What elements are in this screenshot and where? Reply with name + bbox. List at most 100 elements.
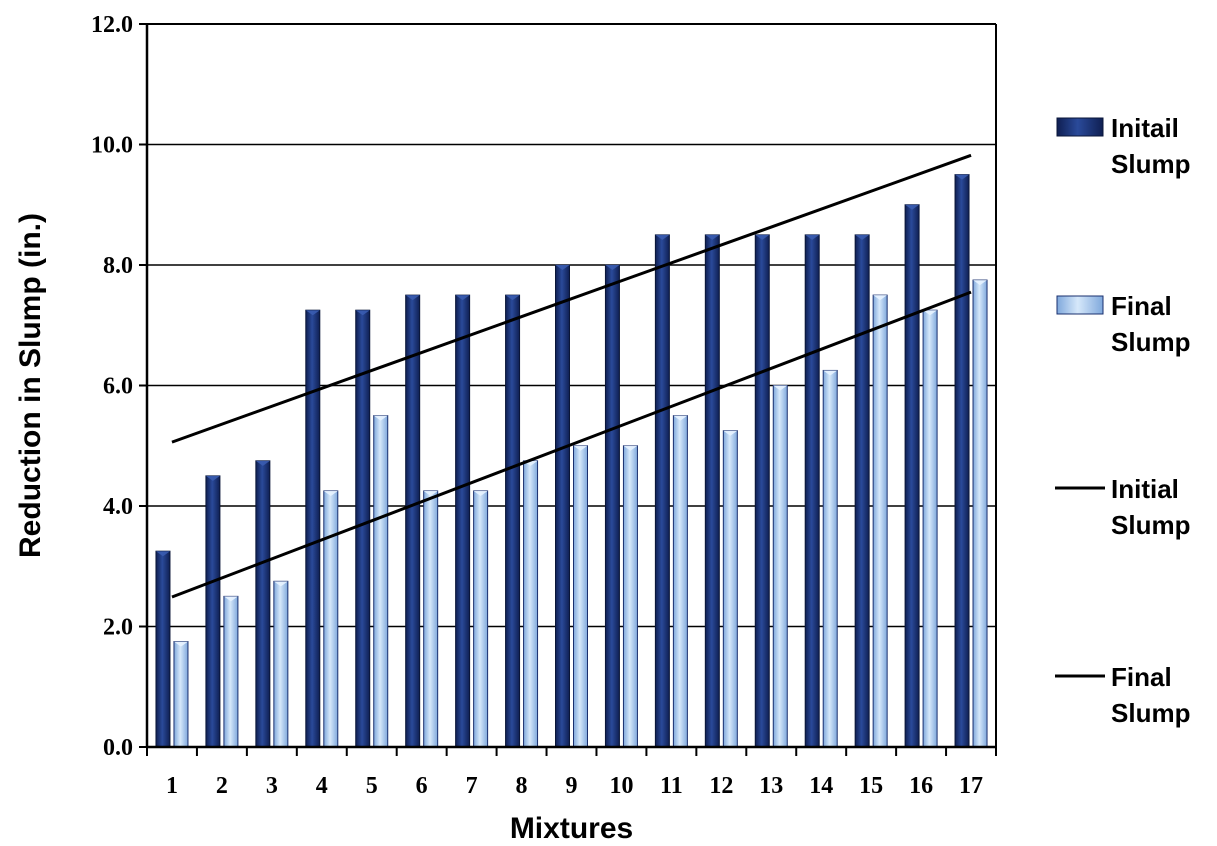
x-tick-label-9: 9 [566,773,578,799]
x-tick-label-14: 14 [809,773,833,799]
x-tick-label-2: 2 [216,773,228,799]
x-tick-label-8: 8 [516,773,528,799]
legend-label-3-line1: Final [1111,662,1172,692]
bar-cap-final-15 [873,295,888,301]
bars [155,174,988,748]
bar-initial-15 [854,234,870,748]
bar-cap-initial-3 [255,460,270,466]
bar-initial-10 [604,264,620,748]
bar-cap-initial-8 [505,295,520,301]
bar-cap-initial-13 [755,234,770,240]
bar-cap-initial-4 [305,310,320,316]
y-tick-label-3: 6.0 [103,374,133,400]
y-tick-label-4: 8.0 [103,253,133,279]
legend-label-3-line2: Slump [1111,698,1190,728]
x-tick-label-15: 15 [859,773,883,799]
bar-final-9 [573,445,588,748]
bar-cap-initial-15 [855,234,870,240]
bar-final-11 [672,415,688,748]
bar-initial-2 [205,475,221,748]
bar-initial-9 [555,264,570,748]
legend-label-0-line2: Slump [1111,149,1190,179]
bar-cap-initial-5 [355,310,370,316]
bar-initial-7 [455,294,471,748]
bar-cap-initial-17 [955,174,970,180]
legend-swatch-0 [1056,117,1104,137]
bar-cap-final-17 [973,280,988,286]
x-tick-label-5: 5 [366,773,378,799]
bar-final-16 [922,309,938,748]
bar-initial-1 [155,550,171,748]
bar-final-3 [273,580,289,748]
bar-initial-16 [904,204,920,748]
x-tick-label-17: 17 [959,773,983,799]
bar-final-13 [772,385,788,748]
trendline-final [171,290,972,599]
legend-label-2-line1: Initial [1111,474,1179,504]
bar-final-12 [722,430,738,748]
bar-cap-final-10 [623,445,638,451]
trendlines [171,153,972,599]
axes [139,23,997,756]
bar-final-17 [972,279,988,748]
x-tick-label-10: 10 [609,773,633,799]
trendline-initial [171,153,972,444]
bar-cap-initial-10 [605,265,620,270]
y-tick-label-0: 0.0 [103,735,133,761]
legend-label-0-line1: Initail [1111,113,1179,143]
bar-final-14 [822,369,838,748]
bar-final-8 [523,460,539,748]
y-axis-title: Reduction in Slump (in.) [14,213,47,558]
legend-swatch-1 [1056,295,1104,315]
y-tick-label-5: 10.0 [91,133,133,159]
x-tick-label-6: 6 [416,773,428,799]
bar-cap-final-14 [823,370,838,376]
legend: Initail Slump Final Slump Initial Slump Final S… [1055,113,1190,728]
bar-cap-initial-7 [455,295,470,301]
bar-cap-initial-1 [155,551,170,557]
bar-initial-3 [255,460,271,748]
bar-cap-initial-2 [205,475,220,481]
legend-label-1-line1: Final [1111,291,1172,321]
x-tick-label-3: 3 [266,773,278,799]
x-tick-label-7: 7 [466,773,478,799]
bar-cap-final-1 [173,641,188,647]
bar-final-10 [622,445,638,748]
bar-cap-final-16 [923,310,938,316]
bar-cap-final-7 [473,490,488,496]
legend-label-1-line2: Slump [1111,327,1190,357]
x-tick-label-13: 13 [759,773,783,799]
bar-cap-initial-6 [405,295,420,301]
bar-cap-initial-14 [805,234,820,240]
bar-cap-initial-16 [905,204,920,210]
bar-final-2 [223,595,239,748]
bar-cap-initial-9 [555,265,570,270]
x-tick-label-12: 12 [709,773,733,799]
bar-cap-final-11 [673,415,688,421]
bar-cap-initial-12 [705,234,720,240]
x-tick-label-16: 16 [909,773,933,799]
y-tick-label-6: 12.0 [91,12,133,38]
bar-final-7 [473,490,489,748]
bar-initial-12 [704,234,720,748]
bar-initial-8 [505,294,521,748]
bar-cap-initial-11 [655,234,670,240]
bar-initial-13 [754,234,770,748]
bar-initial-17 [954,174,970,748]
bar-final-1 [173,641,189,748]
bar-cap-final-3 [273,581,288,587]
bar-cap-final-2 [223,596,238,602]
legend-label-2-line2: Slump [1111,510,1190,540]
bar-initial-4 [305,309,321,748]
bar-final-5 [373,415,389,748]
x-tick-label-4: 4 [316,773,328,799]
bar-initial-11 [654,234,670,748]
tick-labels: 0.02.04.06.08.010.012.01 2 3 4 5 6 7 8 9 10 11 12 13… [91,12,983,799]
bar-cap-final-5 [373,415,388,421]
x-tick-label-1: 1 [166,773,178,799]
bar-cap-final-9 [573,445,588,451]
bar-initial-14 [804,234,820,748]
bar-initial-6 [405,294,421,748]
bar-cap-final-12 [723,430,738,436]
